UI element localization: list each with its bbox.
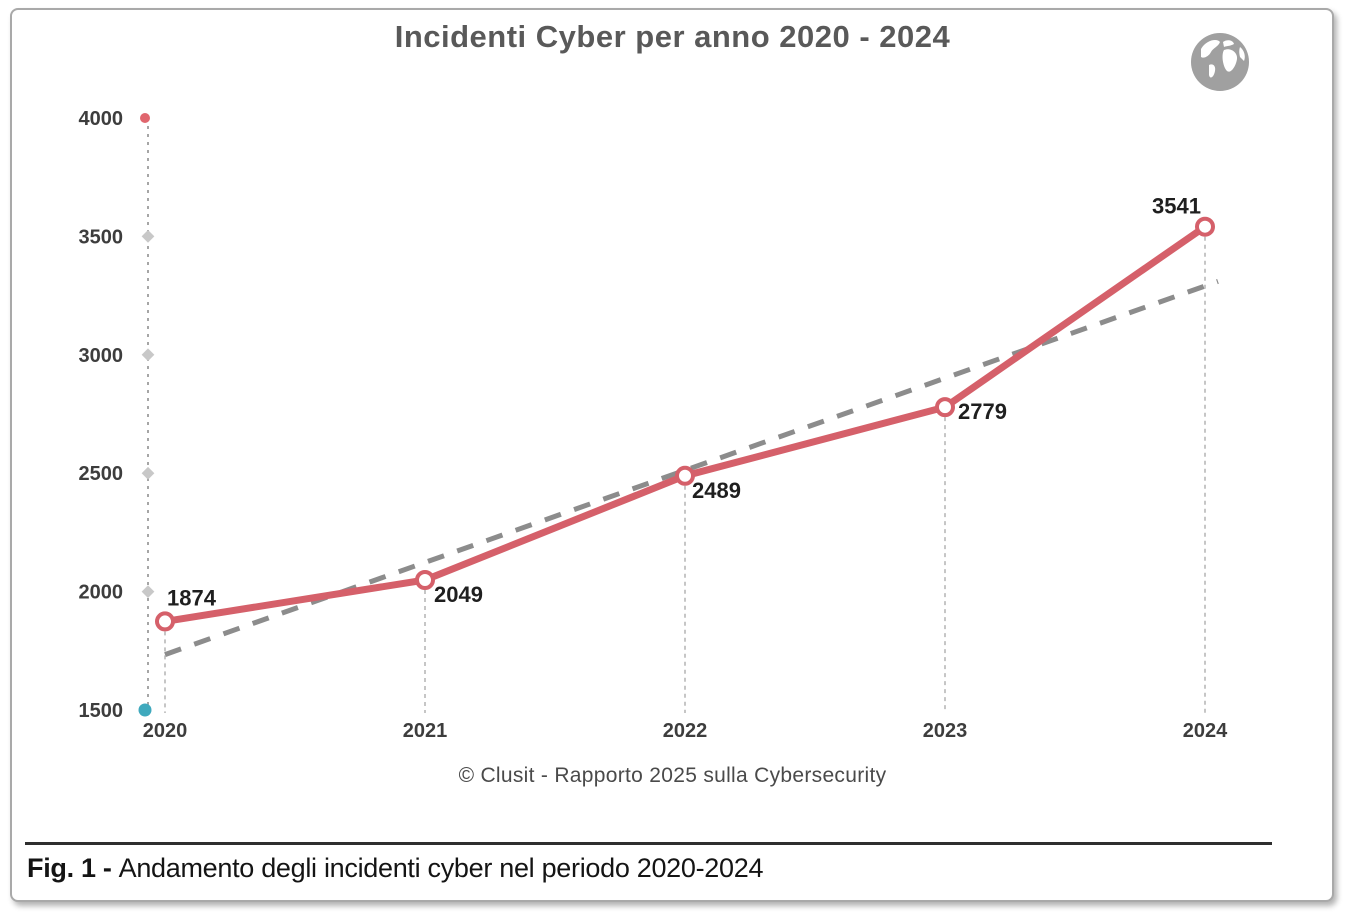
x-axis-label-2024: 2024	[1183, 720, 1228, 742]
data-label-2020: 1874	[167, 585, 217, 610]
figure-frame	[10, 8, 1334, 902]
series-line	[161, 223, 1209, 625]
data-point-2024	[1195, 216, 1215, 237]
chart-title: Incidenti Cyber per anno 2020 - 2024	[394, 19, 951, 54]
y-axis-tick-diamond	[141, 230, 155, 243]
figure-caption-text: Andamento degli incidenti cyber nel peri…	[118, 853, 764, 883]
figure-caption: Fig. 1 - Andamento degli incidenti cyber …	[27, 853, 763, 884]
y-axis-tick-label: 3000	[79, 345, 124, 367]
data-label-2022: 2489	[692, 478, 741, 503]
y-axis-max-dot	[140, 113, 150, 123]
y-axis-tick-label: 2500	[79, 463, 124, 485]
data-point-2022	[675, 465, 695, 486]
x-axis-label-2022: 2022	[663, 720, 708, 742]
globe-icon	[1188, 27, 1252, 95]
y-axis-tick-label: 2000	[79, 582, 124, 604]
data-point-2023	[935, 397, 955, 418]
y-axis-tick-diamond	[141, 466, 155, 480]
figure-caption-prefix: Fig. 1 -	[27, 853, 112, 883]
data-point-2021	[415, 569, 435, 590]
source-caption: © Clusit - Rapporto 2025 sulla Cybersecu…	[458, 764, 887, 787]
x-axis-label-2020: 2020	[143, 720, 188, 742]
data-label-2021: 2049	[434, 582, 483, 607]
y-axis-tick-label: 3500	[79, 226, 124, 248]
y-axis-tick-label: 1500	[79, 700, 124, 722]
x-axis-label-2021: 2021	[403, 720, 448, 742]
globe-icon-svg	[1191, 33, 1249, 91]
x-axis-label-2023: 2023	[923, 720, 968, 742]
y-axis-min-dot	[138, 703, 152, 717]
y-axis-tick-diamond	[141, 348, 155, 362]
data-point-2020	[155, 611, 175, 632]
caption-divider	[25, 842, 1272, 845]
data-label-2024: 3541	[1152, 194, 1201, 219]
y-axis-tick-label: 4000	[79, 108, 124, 130]
data-label-2023: 2779	[958, 399, 1007, 424]
y-axis-tick-diamond	[141, 585, 155, 598]
